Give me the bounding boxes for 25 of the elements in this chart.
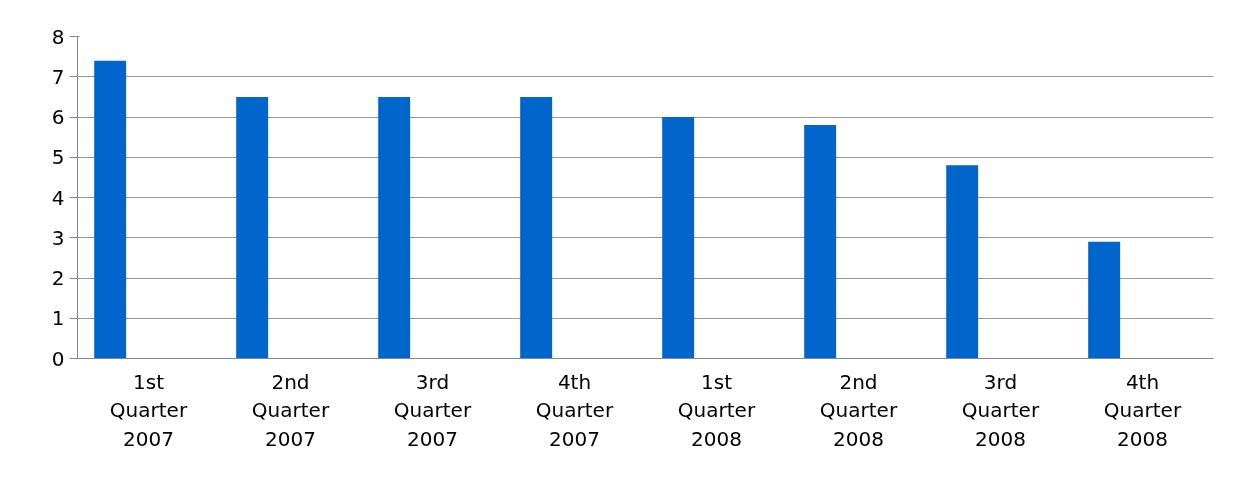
x-tick-label: 3rd Quarter 2008: [961, 369, 1040, 452]
y-tick-label: 6: [51, 105, 65, 129]
bar: [236, 96, 269, 359]
y-tick-label: 3: [51, 225, 65, 250]
x-tick-label: 1st Quarter 2007: [109, 369, 188, 452]
x-tick-label: 1st Quarter 2008: [677, 369, 756, 452]
bar: [1088, 241, 1121, 359]
bar: [378, 96, 411, 359]
y-tick-label: 1: [51, 306, 65, 331]
y-tick-label: 8: [51, 24, 65, 49]
bar: [946, 165, 979, 359]
y-tick-label: 7: [51, 64, 65, 89]
y-tick-label: 4: [51, 185, 65, 210]
bar: [804, 125, 837, 359]
bar: [94, 60, 127, 359]
x-tick-label: 2nd Quarter 2008: [819, 369, 898, 452]
x-tick-label: 4th Quarter 2007: [535, 369, 614, 452]
y-tick-label: 0: [51, 346, 65, 371]
y-tick-label: 5: [51, 145, 65, 170]
bar: [520, 96, 553, 359]
x-tick-label: 4th Quarter 2008: [1103, 369, 1182, 452]
x-tick-label: 2nd Quarter 2007: [251, 369, 330, 452]
bar: [662, 117, 695, 359]
x-tick-label: 3rd Quarter 2007: [393, 369, 472, 452]
y-tick-label: 2: [51, 266, 65, 290]
